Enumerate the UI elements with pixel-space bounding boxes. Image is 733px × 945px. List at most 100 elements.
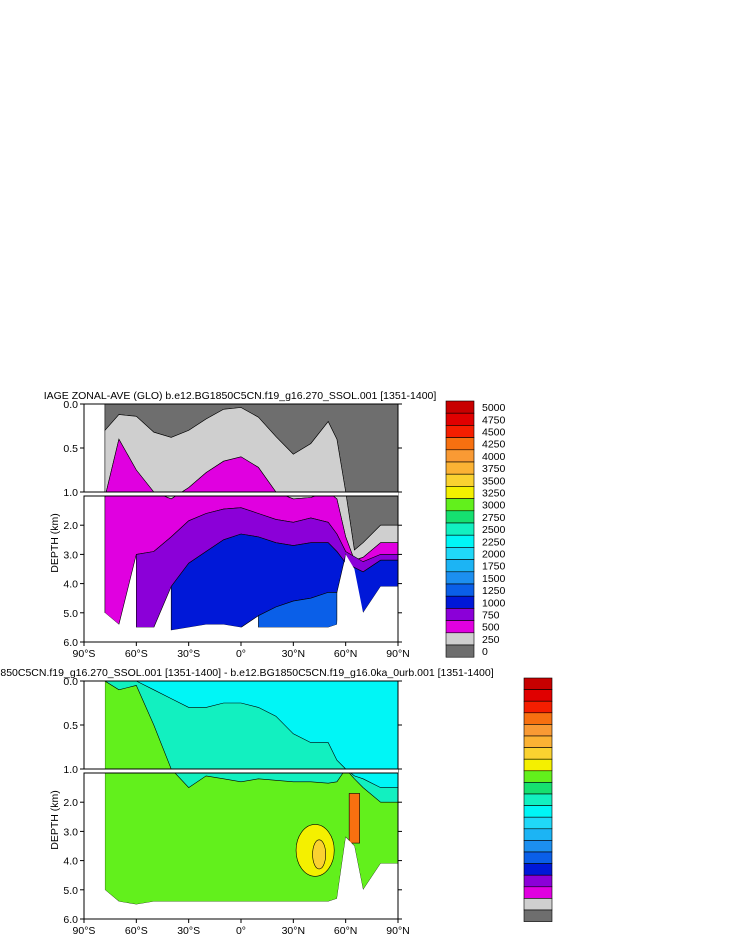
x-tick-label: 30°N	[282, 648, 305, 660]
age-panel: IAGE ZONAL-AVE (GLO) b.e12.BG1850C5CN.f1…	[44, 390, 506, 660]
legend-swatch	[523, 689, 553, 702]
y-tick-label: 4.0	[63, 579, 78, 591]
legend-swatch	[445, 449, 475, 463]
legend-swatch	[445, 498, 475, 512]
legend-label: 250	[482, 634, 500, 646]
legend-swatch	[523, 898, 553, 911]
legend-label: 3000	[482, 500, 506, 512]
legend-swatch	[445, 608, 475, 621]
land-mask	[84, 404, 105, 492]
x-tick-label: 90°S	[73, 925, 96, 937]
legend-swatch	[523, 782, 553, 795]
y-tick-label: 1.0	[63, 487, 78, 499]
x-tick-label: 60°S	[125, 925, 148, 937]
legend-swatch	[523, 886, 553, 899]
legend-swatch	[523, 909, 553, 922]
legend-swatch	[523, 816, 553, 830]
legend-swatch	[445, 486, 475, 499]
land-mask	[84, 681, 105, 919]
legend-swatch	[523, 805, 553, 818]
warm-anomaly	[348, 793, 360, 844]
legend-swatch	[445, 425, 475, 438]
x-tick-label: 30°S	[177, 925, 200, 937]
x-tick-label: 60°S	[125, 648, 148, 660]
legend-swatch	[523, 700, 553, 714]
legend-swatch	[523, 712, 553, 725]
legend-swatch	[523, 747, 553, 760]
legend-swatch	[445, 473, 475, 487]
legend-swatch	[523, 758, 553, 772]
legend-label: 1750	[482, 561, 506, 573]
y-tick-label: 0.5	[63, 443, 78, 455]
difference-panel: G1850C5CN.f19_g16.270_SSOL.001 [1351-140…	[0, 667, 553, 937]
y-tick-label: 1.0	[63, 764, 78, 776]
legend-swatch	[445, 534, 475, 548]
x-tick-label: 90°N	[386, 925, 409, 937]
legend-swatch	[523, 793, 553, 806]
deep-anomaly-core	[312, 839, 326, 870]
legend-label: 0	[482, 646, 488, 658]
legend-swatch	[523, 874, 553, 888]
legend-swatch	[445, 437, 475, 451]
y-tick-label: 2.0	[63, 797, 78, 809]
legend-swatch	[523, 828, 553, 841]
chart-title: G1850C5CN.f19_g16.270_SSOL.001 [1351-140…	[0, 667, 494, 679]
y-axis-label: DEPTH (km)	[49, 513, 61, 573]
legend-swatch	[523, 735, 553, 748]
y-tick-label: 5.0	[63, 885, 78, 897]
legend-label: 2750	[482, 512, 506, 524]
legend-label: 1500	[482, 573, 506, 585]
legend-label: 750	[482, 610, 500, 622]
y-tick-label: 4.0	[63, 856, 78, 868]
y-tick-label: 0.0	[63, 399, 78, 411]
legend-swatch	[523, 724, 553, 737]
legend-label: 5000	[482, 402, 506, 414]
chart-title: IAGE ZONAL-AVE (GLO) b.e12.BG1850C5CN.f1…	[44, 390, 437, 402]
y-axis-label: DEPTH (km)	[49, 790, 61, 850]
x-tick-label: 60°N	[334, 925, 357, 937]
x-tick-label: 0°	[236, 925, 246, 937]
legend-label: 2500	[482, 524, 506, 536]
legend-label: 500	[482, 622, 500, 634]
legend-swatch	[445, 595, 475, 609]
y-tick-label: 6.0	[63, 637, 78, 649]
legend-swatch	[445, 461, 475, 475]
legend-label: 3500	[482, 475, 506, 487]
legend-swatch	[445, 644, 475, 658]
y-tick-label: 6.0	[63, 914, 78, 926]
legend-swatch	[523, 851, 553, 864]
y-tick-label: 0.5	[63, 720, 78, 732]
legend-label: 4000	[482, 451, 506, 463]
x-tick-label: 0°	[236, 648, 246, 660]
legend-label: 4250	[482, 439, 506, 451]
legend-label: 4500	[482, 427, 506, 439]
legend-label: 4750	[482, 414, 506, 426]
x-tick-label: 30°N	[282, 925, 305, 937]
y-tick-label: 2.0	[63, 520, 78, 532]
legend-swatch	[445, 559, 475, 573]
x-tick-label: 60°N	[334, 648, 357, 660]
x-tick-label: 90°N	[386, 648, 409, 660]
x-tick-label: 30°S	[177, 648, 200, 660]
legend-swatch	[523, 770, 553, 783]
legend-swatch	[523, 863, 553, 876]
legend-label: 3250	[482, 488, 506, 500]
legend-swatch	[445, 547, 475, 560]
axis-break	[84, 769, 398, 773]
legend-label: 2250	[482, 536, 506, 548]
legend-label: 1000	[482, 597, 506, 609]
y-tick-label: 3.0	[63, 826, 78, 838]
legend-swatch	[445, 620, 475, 634]
legend-swatch	[523, 677, 553, 690]
legend-swatch	[445, 571, 475, 585]
seafloor-mask	[84, 554, 398, 642]
y-tick-label: 3.0	[63, 549, 78, 561]
y-tick-label: 5.0	[63, 608, 78, 620]
legend-swatch	[445, 522, 475, 536]
legend-swatch	[445, 400, 475, 414]
seafloor-mask	[84, 837, 398, 919]
legend-swatch	[445, 412, 475, 426]
legend-swatch	[445, 510, 475, 524]
legend-swatch	[445, 583, 475, 597]
